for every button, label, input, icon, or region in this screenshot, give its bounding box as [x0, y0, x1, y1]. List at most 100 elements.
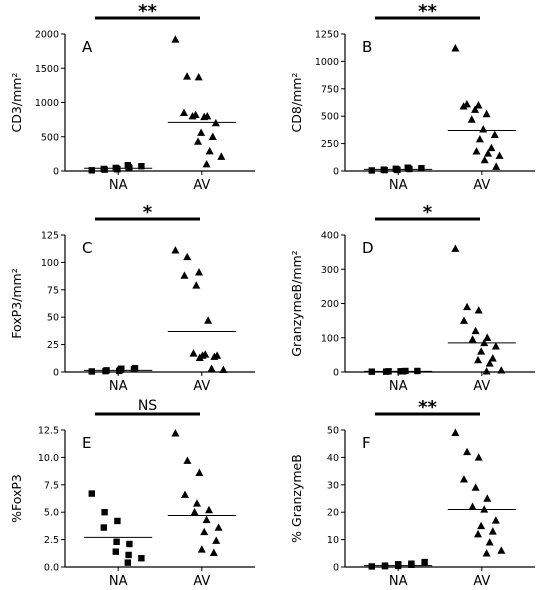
data-point-square [103, 367, 110, 374]
data-point-triangle [207, 364, 216, 372]
data-point-square [118, 365, 125, 372]
data-point-triangle [471, 105, 480, 113]
data-point-triangle [471, 326, 480, 335]
data-point-square [125, 551, 132, 559]
y-tick-label: 1500 [35, 64, 59, 75]
panel-letter: C [82, 239, 92, 257]
y-tick-label: 0 [53, 368, 59, 379]
data-point-triangle [497, 366, 506, 374]
x-tick-label-na: NA [389, 178, 408, 193]
data-point-square [101, 509, 108, 516]
data-point-triangle [194, 72, 203, 81]
data-point-triangle [459, 316, 468, 324]
data-point-square [114, 517, 121, 525]
data-point-triangle [480, 155, 489, 164]
y-tick-label: 300 [321, 265, 339, 276]
y-axis-title: FoxP3/mm² [9, 268, 24, 338]
data-point-square [421, 558, 428, 566]
panel-e: 0.0 2.5 5.0 7.5 10.0 12.5 NA AV %FoxP3 E NS [9, 398, 255, 589]
data-point-square [404, 164, 411, 171]
data-point-square [381, 562, 389, 569]
y-tick-label: 400 [321, 231, 339, 242]
data-point-triangle [194, 137, 203, 145]
x-tick-label-na: NA [109, 574, 128, 589]
data-point-triangle [197, 545, 206, 553]
panel-letter: D [362, 239, 374, 257]
data-point-square [368, 563, 375, 570]
x-tick-label-na: NA [109, 178, 128, 193]
data-point-triangle [474, 529, 483, 538]
data-point-triangle [208, 132, 217, 140]
x-tick-label-av: AV [473, 178, 490, 193]
y-tick-label: 1000 [35, 98, 59, 109]
data-point-square [392, 165, 399, 173]
y-tick-label: 12.5 [38, 426, 59, 437]
data-point-triangle [487, 143, 496, 152]
y-tick-label: 750 [321, 84, 339, 95]
data-point-triangle [183, 456, 192, 464]
panel-d: 0 100 200 300 400 NA AV GranzymeB/mm² D * [289, 202, 535, 394]
y-tick-label: 125 [41, 231, 59, 242]
x-tick-label-na: NA [389, 379, 408, 394]
data-point-square [395, 561, 402, 568]
data-point-triangle [211, 118, 220, 127]
significance-label: ** [418, 397, 437, 418]
data-point-square [124, 161, 131, 169]
data-point-triangle [209, 548, 218, 556]
data-point-triangle [495, 151, 504, 159]
panel-letter: A [82, 38, 93, 56]
significance-label: * [143, 202, 153, 223]
y-tick-label: 100 [41, 258, 59, 269]
y-tick-label: 30 [327, 480, 339, 491]
data-point-square [402, 367, 409, 375]
data-point-triangle [192, 281, 201, 289]
panel-b: 0 250 500 750 1000 1250 NA AV CD8/mm² B ** [289, 1, 535, 193]
data-point-square [418, 165, 425, 172]
data-point-triangle [467, 115, 476, 123]
data-point-triangle [212, 536, 221, 544]
y-tick-label: 10 [327, 535, 339, 546]
data-point-triangle [471, 483, 480, 491]
y-tick-label: 10.0 [38, 453, 59, 464]
y-tick-label: 20 [327, 508, 339, 519]
x-tick-label-av: AV [473, 379, 490, 394]
data-point-triangle [488, 527, 497, 535]
panel-letter: B [362, 38, 372, 56]
data-point-triangle [200, 527, 209, 536]
data-point-triangle [479, 125, 488, 133]
y-axis-title: % GranzymeB [289, 454, 304, 543]
y-tick-label: 2.5 [44, 535, 59, 546]
data-point-triangle [482, 109, 491, 118]
data-point-triangle [202, 159, 211, 168]
y-axis-title: GranzymeB/mm² [289, 250, 304, 356]
data-point-triangle [219, 365, 228, 374]
y-tick-label: 25 [47, 340, 59, 351]
panel-a: 0 500 1000 1500 2000 NA AV CD3/mm² A ** [9, 1, 255, 193]
data-point-triangle [468, 335, 477, 343]
data-point-triangle [485, 538, 494, 546]
data-point-triangle [181, 490, 189, 498]
data-point-square [368, 368, 375, 375]
data-point-triangle [200, 112, 209, 121]
data-point-square [88, 490, 95, 497]
data-point-triangle [484, 149, 493, 157]
data-point-triangle [491, 516, 500, 524]
data-point-triangle [485, 359, 494, 367]
data-point-square [100, 165, 107, 173]
y-tick-label: 2000 [35, 30, 59, 41]
y-tick-label: 1250 [315, 30, 339, 41]
data-point-square [414, 367, 421, 375]
data-point-triangle [480, 505, 489, 513]
x-tick-label-av: AV [193, 178, 210, 193]
data-point-square [112, 548, 119, 555]
y-axis-title: CD8/mm² [289, 73, 304, 133]
data-point-square [112, 164, 119, 172]
y-tick-label: 0 [333, 167, 339, 178]
data-point-triangle [451, 428, 460, 436]
data-point-triangle [217, 152, 226, 160]
x-tick-label-av: AV [473, 574, 490, 589]
data-point-triangle [205, 146, 214, 155]
x-tick-label-na: NA [109, 379, 128, 394]
significance-label: ** [418, 1, 437, 22]
